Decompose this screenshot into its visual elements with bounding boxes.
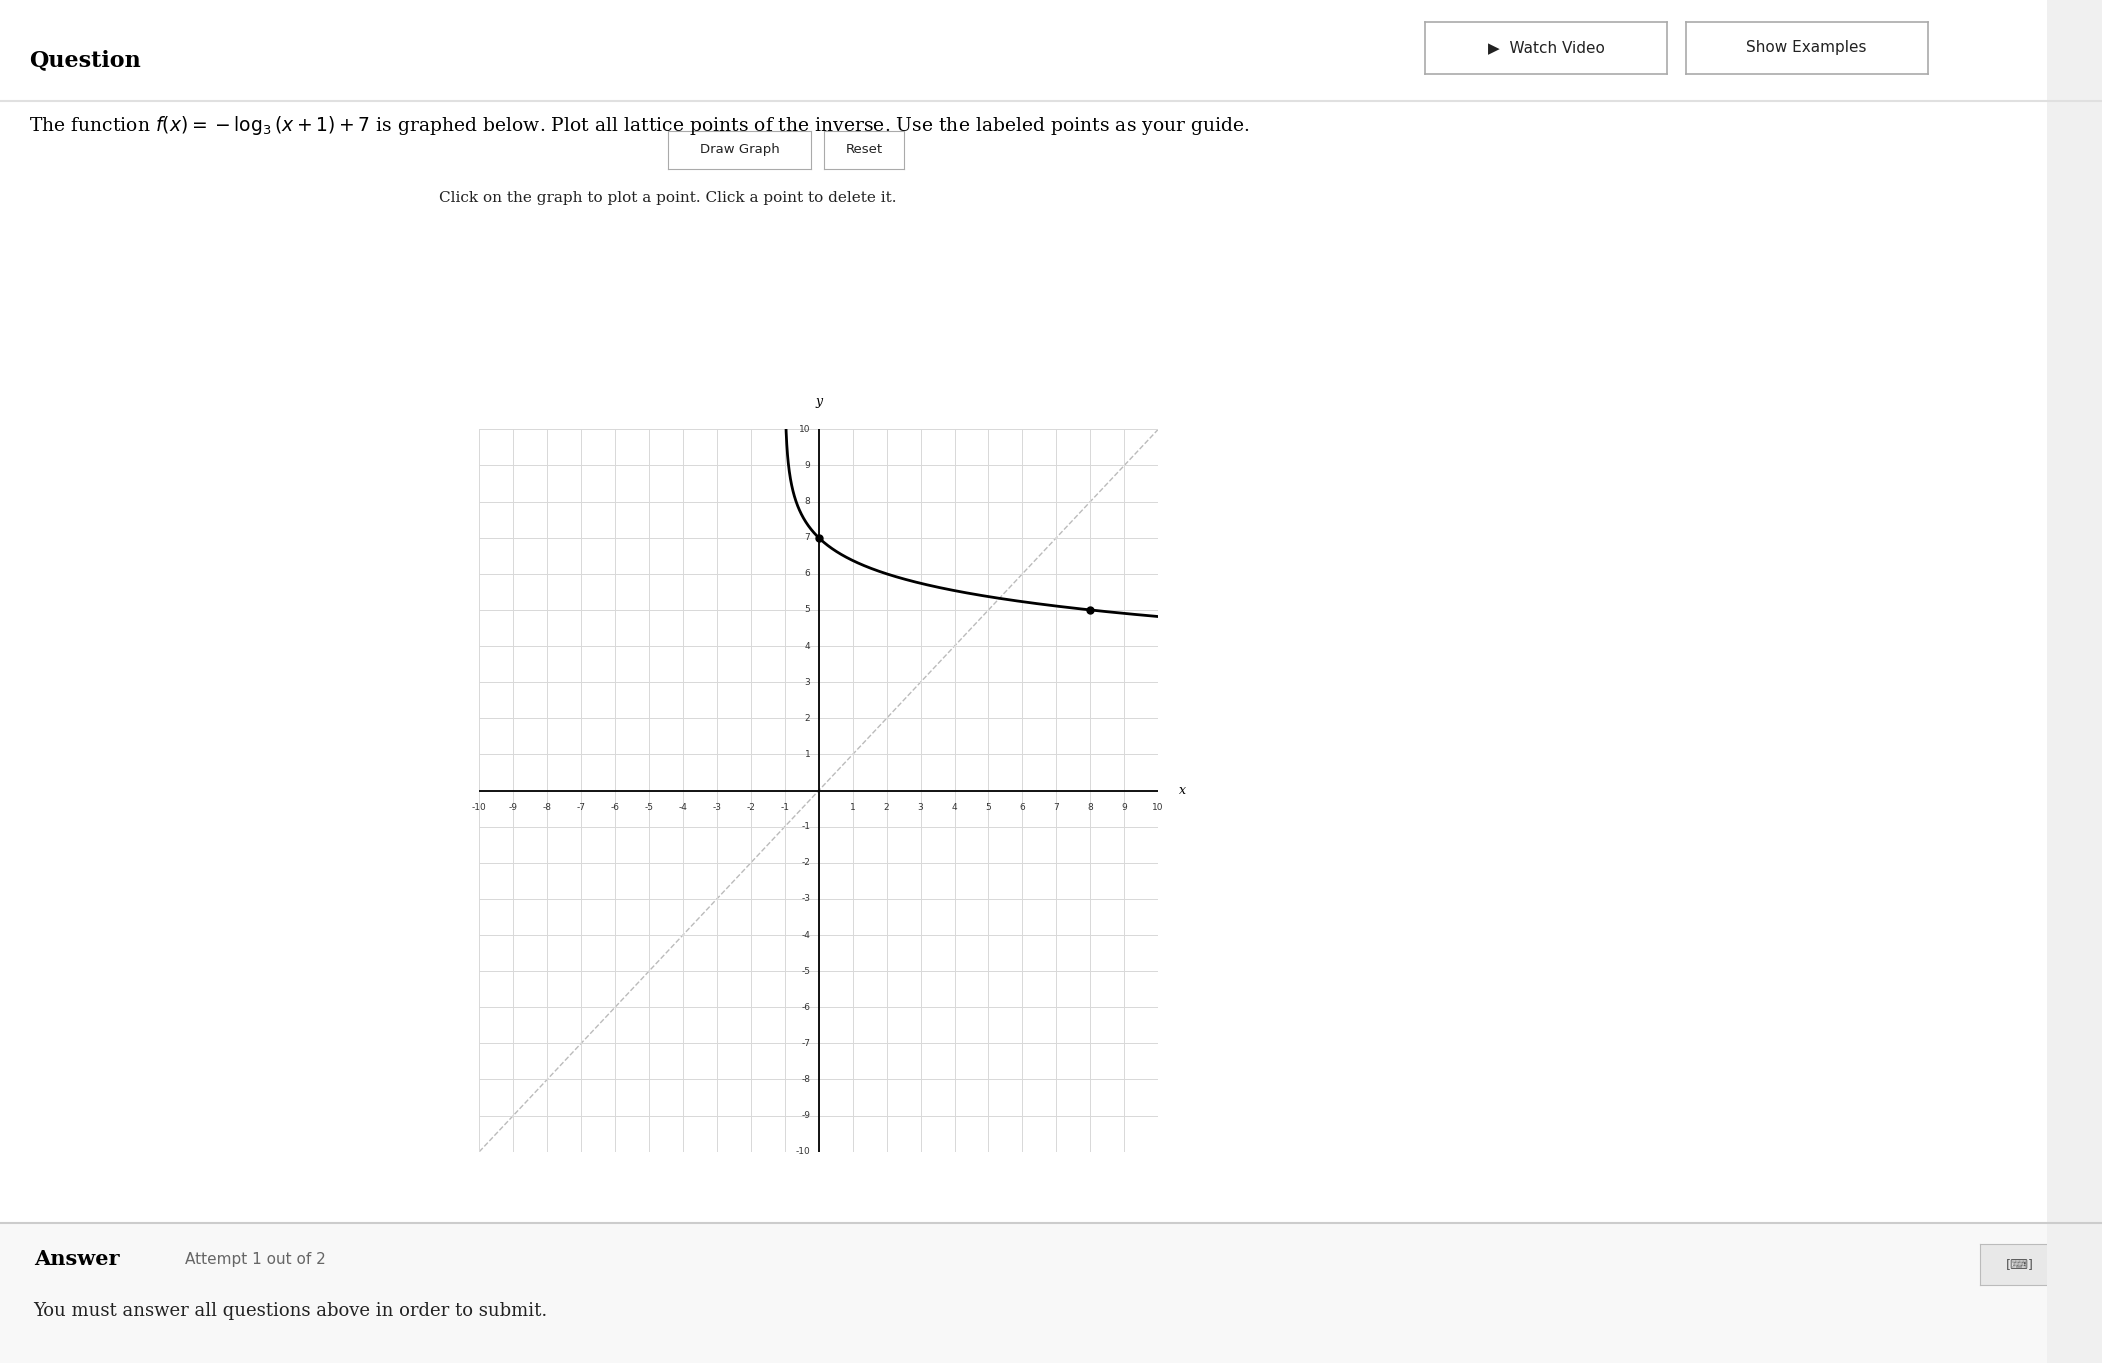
Text: -5: -5 <box>645 803 654 812</box>
Text: 9: 9 <box>805 461 809 470</box>
Text: -9: -9 <box>509 803 517 812</box>
Text: x: x <box>1179 784 1186 797</box>
Text: -2: -2 <box>746 803 755 812</box>
Text: -1: -1 <box>780 803 788 812</box>
Text: -10: -10 <box>471 803 488 812</box>
Text: -7: -7 <box>576 803 586 812</box>
Text: 6: 6 <box>1019 803 1026 812</box>
Text: ▶  Watch Video: ▶ Watch Video <box>1488 40 1604 56</box>
Text: -9: -9 <box>801 1111 809 1120</box>
Text: Draw Graph: Draw Graph <box>700 143 780 157</box>
Text: Question: Question <box>29 49 141 71</box>
Text: 10: 10 <box>799 425 809 433</box>
Text: 1: 1 <box>805 750 809 759</box>
Text: Reset: Reset <box>845 143 883 157</box>
Text: 2: 2 <box>883 803 889 812</box>
Text: -6: -6 <box>801 1003 809 1011</box>
Text: 7: 7 <box>1053 803 1059 812</box>
Text: 9: 9 <box>1120 803 1127 812</box>
Text: -1: -1 <box>801 822 809 831</box>
Text: 8: 8 <box>805 497 809 506</box>
Text: 7: 7 <box>805 533 809 542</box>
Text: Answer: Answer <box>34 1250 120 1269</box>
Text: The function $f(x) = -\log_3(x+1) + 7$ is graphed below. Plot all lattice points: The function $f(x) = -\log_3(x+1) + 7$ i… <box>29 114 1251 136</box>
Text: -6: -6 <box>610 803 620 812</box>
Text: 5: 5 <box>805 605 809 615</box>
Text: Attempt 1 out of 2: Attempt 1 out of 2 <box>185 1251 326 1268</box>
Text: -8: -8 <box>542 803 551 812</box>
Text: y: y <box>816 395 822 408</box>
Text: Click on the graph to plot a point. Click a point to delete it.: Click on the graph to plot a point. Clic… <box>439 191 898 204</box>
Text: 6: 6 <box>805 570 809 578</box>
Text: -4: -4 <box>801 931 809 939</box>
Text: -3: -3 <box>801 894 809 904</box>
Text: -10: -10 <box>795 1148 809 1156</box>
Text: -4: -4 <box>679 803 687 812</box>
Text: Show Examples: Show Examples <box>1747 40 1867 56</box>
Text: 1: 1 <box>849 803 856 812</box>
Text: 10: 10 <box>1152 803 1165 812</box>
Text: 8: 8 <box>1087 803 1093 812</box>
Text: 4: 4 <box>805 642 809 650</box>
Text: -2: -2 <box>801 859 809 867</box>
Text: 2: 2 <box>805 714 809 722</box>
Text: -5: -5 <box>801 966 809 976</box>
Text: 3: 3 <box>805 677 809 687</box>
Text: -7: -7 <box>801 1039 809 1048</box>
Text: -3: -3 <box>713 803 721 812</box>
Text: You must answer all questions above in order to submit.: You must answer all questions above in o… <box>34 1302 549 1321</box>
Text: 4: 4 <box>952 803 956 812</box>
Text: 5: 5 <box>986 803 992 812</box>
Text: -8: -8 <box>801 1075 809 1084</box>
Text: [⌨]: [⌨] <box>2005 1258 2035 1272</box>
Text: 3: 3 <box>919 803 923 812</box>
